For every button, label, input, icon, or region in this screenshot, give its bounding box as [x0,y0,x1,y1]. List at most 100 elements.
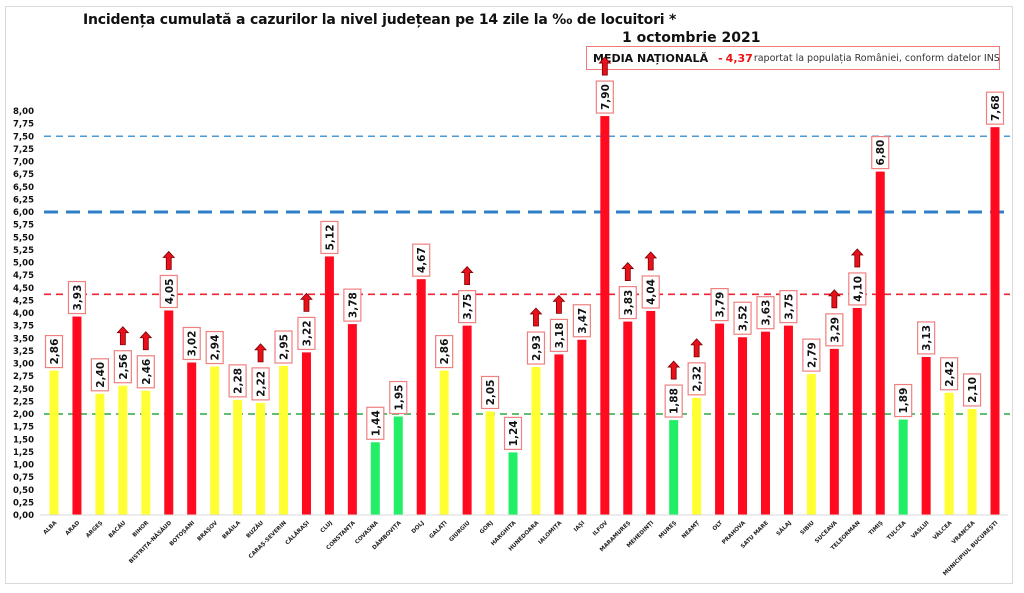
data-label-group: 3,75 [458,290,477,324]
data-label: 2,22 [256,371,268,397]
data-label-group: 2,86 [44,334,64,369]
trend-up-arrow-icon [552,294,566,314]
data-label-group: 3,83 [618,285,637,320]
bar-alba [49,370,59,515]
x-tick-label: CLUJ [320,520,334,534]
data-label: 3,75 [462,294,474,320]
data-label-group: 4,10 [848,272,867,306]
bar-buzău [256,402,266,515]
y-tick-label: 4,00 [13,309,34,319]
data-label-box [297,316,316,350]
data-label-group: 1,24 [503,416,523,450]
data-label-box [687,362,706,396]
data-label-group: 2,46 [136,355,155,389]
data-label-box [917,321,936,355]
x-tick-label: IALOMIȚA [538,520,564,546]
x-tick-label: ILFOV [592,520,610,538]
y-tick-label: 2,25 [13,397,34,407]
data-label-box [435,334,454,369]
data-label-box [894,383,913,418]
y-tick-label: 2,00 [13,410,34,420]
data-label: 1,89 [898,388,910,414]
x-tick-label: ARAD [65,520,82,537]
data-label-box [366,406,385,440]
bar-neamț [692,397,702,515]
y-axis: 0,00 0,25 0,50 0,75 1,00 1,25 1,50 1,75 2,00 2,25… [13,107,1008,521]
data-label-box [136,355,155,389]
data-label-group: 3,93 [67,280,87,315]
data-label: 2,56 [118,354,130,380]
y-tick-label: 2,50 [13,385,34,395]
y-tick-label: 8,00 [13,107,34,117]
data-label-box [343,288,362,322]
bar-constanța [347,324,357,515]
bar-tulcea [898,419,908,515]
data-label: 3,18 [554,322,566,348]
bar-galați [439,370,449,515]
y-tick-label: 3,25 [13,347,34,357]
x-tick-label: VASLUI [911,520,931,540]
bar-caraș-severin [279,366,289,515]
data-label-group: 2,95 [274,330,293,364]
trend-up-arrow-icon [300,292,313,312]
bar-bistrița-năsăud [164,310,174,515]
data-label: 2,10 [967,377,979,403]
y-tick-label: 6,25 [13,195,34,205]
data-label-group: 4,04 [641,275,660,309]
data-label-box [962,373,982,407]
data-label-box [182,326,201,361]
data-label: 4,04 [646,279,658,305]
data-labels: 2,86 3,93 2,40 2,56 2,46 4,05 3,02 2,94 2,28 2,22… [44,80,1005,450]
data-label: 3,83 [623,290,635,316]
data-label-group: 2,10 [962,373,982,407]
data-label: 3,52 [738,305,750,331]
y-tick-label: 0,75 [13,473,34,483]
data-label-box [939,357,959,391]
y-tick-label: 0,50 [13,486,34,496]
trend-up-arrow-icon [690,338,704,358]
y-tick-label: 0,25 [13,498,34,508]
data-label-group: 2,86 [435,334,454,369]
data-label: 3,29 [829,317,841,343]
data-label-group: 3,22 [297,316,316,350]
data-label-box [503,416,523,450]
data-label-box [159,274,178,309]
bar-maramureș [623,321,633,515]
y-tick-label: 2,75 [13,372,34,382]
data-label: 6,80 [875,140,887,166]
bar-cluj [324,256,334,515]
data-label-box [458,290,477,324]
x-tick-label: IAȘI [573,520,586,533]
bar-arad [72,316,82,515]
y-tick-label: 4,75 [13,271,34,281]
data-label-box [320,220,339,255]
data-label: 3,47 [577,308,589,334]
data-label: 4,05 [164,279,176,305]
data-label-group: 3,52 [733,301,752,335]
data-label-group: 2,93 [526,331,546,365]
trend-up-arrow-icon [644,251,658,271]
y-tick-label: 0,00 [13,511,34,521]
y-tick-label: 6,75 [13,170,34,180]
data-label-box [274,330,293,364]
bar-olt [715,323,725,515]
trend-up-arrow-icon [850,248,864,268]
data-label-box [802,338,821,372]
y-tick-label: 3,50 [13,334,34,344]
data-label: 2,46 [141,359,153,385]
data-label-box [618,285,637,320]
data-label-box [480,375,500,410]
y-tick-label: 3,75 [13,322,34,332]
bar-vrancea [967,408,977,515]
trend-up-arrow-icon [667,360,681,380]
x-tick-label: BISTRIȚA-NĂSĂUD [128,519,174,565]
x-tick-label: ALBA [43,520,59,536]
data-label-box [985,91,1005,125]
data-label-group: 3,47 [572,304,591,338]
national-average-dash: - [718,51,723,65]
chart-title: Incidența cumulată a cazurilor la nivel … [83,12,677,28]
trend-up-arrow-icon [598,56,612,76]
trend-up-arrow-icon [827,289,841,309]
x-tick-label: ARGEȘ [85,520,104,539]
